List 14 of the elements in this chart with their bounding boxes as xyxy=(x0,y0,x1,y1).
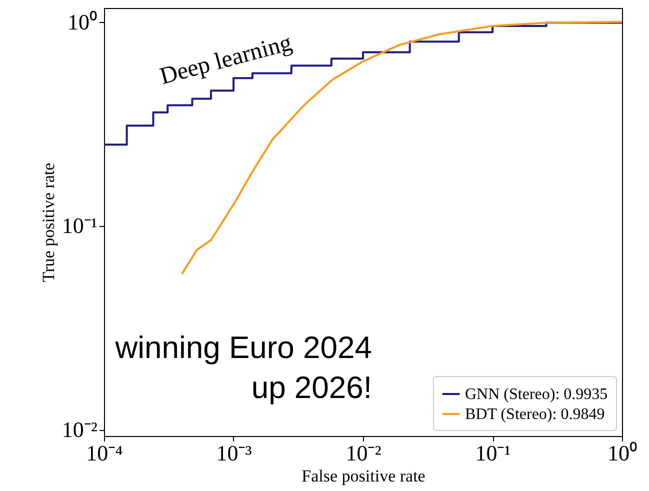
annotation: Deep learning xyxy=(157,30,295,90)
y-tick-label: 10⁰ xyxy=(68,9,98,34)
y-axis-title: True positive rate xyxy=(38,162,58,282)
x-tick-label: 10⁰ xyxy=(608,440,638,466)
annotation: winning Euro 2024 up 2026! xyxy=(114,330,372,405)
legend-label: BDT (Stereo): 0.9849 xyxy=(465,406,605,423)
legend-label: GNN (Stereo): 0.9935 xyxy=(465,386,608,403)
x-tick-label: 10⁻⁴ xyxy=(86,440,124,466)
x-tick-label: 10⁻¹ xyxy=(475,440,511,466)
x-axis-title: False positive rate xyxy=(302,466,426,486)
y-tick-label: 10⁻² xyxy=(62,417,98,442)
y-tick-label: 10⁻¹ xyxy=(62,213,98,238)
x-tick-label: 10⁻² xyxy=(346,440,382,466)
x-tick-label: 10⁻³ xyxy=(216,440,252,466)
